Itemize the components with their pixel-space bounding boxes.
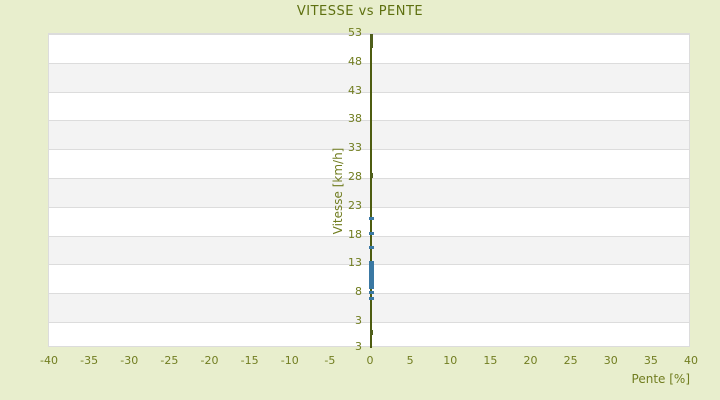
x-tick-label: -10 [280, 354, 299, 367]
data-point-cluster [368, 260, 374, 290]
x-tick-label: 0 [366, 354, 374, 367]
grid-band [49, 34, 689, 63]
y-tick-label: 53 [348, 26, 362, 39]
y-axis-line [370, 34, 372, 348]
x-tick-label: 15 [483, 354, 498, 367]
data-point-marker [368, 217, 374, 221]
y-tick-label: 48 [348, 54, 362, 68]
grid-band [49, 120, 689, 150]
y-tick-label: 38 [348, 112, 362, 126]
x-tick-label: 5 [406, 354, 414, 367]
y-tick-label: 13 [348, 256, 362, 270]
x-tick-label: -35 [80, 354, 99, 367]
y-tick-label: 3 [355, 339, 362, 353]
y-tick-label: 23 [348, 198, 362, 212]
data-point-marker [369, 329, 373, 335]
data-point-marker [369, 172, 373, 178]
x-tick-label: 20 [523, 354, 538, 367]
x-axis-title: Pente [%] [631, 372, 690, 386]
grid-band [49, 62, 689, 92]
x-tick-label: -30 [120, 354, 139, 367]
x-tick-label: 25 [563, 354, 578, 367]
data-point-marker [368, 297, 374, 301]
data-point-marker [368, 231, 374, 235]
grid-band [49, 206, 689, 236]
x-tick-label: 35 [643, 354, 658, 367]
data-point-marker [368, 290, 374, 294]
data-point-marker [368, 245, 374, 249]
y-tick-label: 8 [355, 285, 362, 299]
grid-band [49, 322, 689, 348]
x-tick-label: -25 [160, 354, 179, 367]
x-tick-label: -20 [200, 354, 219, 367]
y-tick-label: 33 [348, 141, 362, 155]
plot-area [48, 33, 690, 348]
x-tick-label: -15 [240, 354, 259, 367]
y-axis-title: Vitesse [km/h] [331, 147, 345, 235]
x-tick-label: -5 [324, 354, 336, 367]
y-tick-label: 18 [348, 227, 362, 241]
y-tick-label: 3 [355, 314, 362, 327]
y-tick-label: 43 [348, 83, 362, 97]
grid-band [49, 235, 689, 265]
y-tick-label: 28 [348, 170, 362, 183]
grid-band [49, 149, 689, 178]
grid-band [49, 91, 689, 121]
x-tick-label: 30 [603, 354, 618, 367]
x-tick-label: 40 [684, 354, 698, 367]
grid-band [49, 178, 689, 207]
x-tick-label: -40 [40, 354, 58, 367]
x-tick-label: 10 [443, 354, 458, 367]
chart-title: VITESSE vs PENTE [296, 4, 424, 19]
data-point-marker [369, 33, 373, 48]
